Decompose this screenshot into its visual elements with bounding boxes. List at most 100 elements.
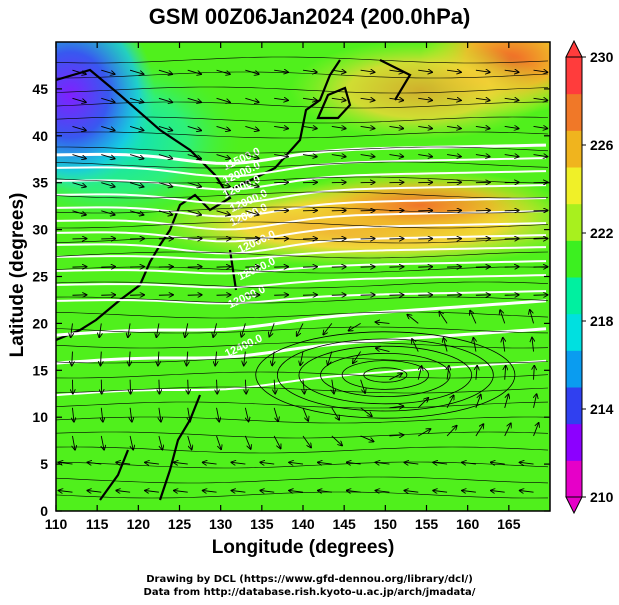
wind-arrow (216, 182, 230, 187)
streamline (56, 476, 549, 484)
wind-arrow (360, 379, 365, 393)
wind-arrow (129, 69, 143, 74)
wind-arrow (72, 154, 85, 159)
wind-arrow (447, 126, 461, 128)
streamline (56, 161, 549, 169)
wind-arrow (158, 351, 159, 366)
wind-arrow (302, 70, 317, 72)
x-tick-label: 110 (45, 516, 68, 532)
gyre-streamline (341, 360, 429, 390)
wind-arrow (101, 69, 114, 74)
wind-arrow (389, 126, 403, 128)
wind-arrow (505, 366, 506, 380)
wind-arrow (274, 379, 275, 394)
wind-arrow (439, 312, 448, 324)
wind-arrow (533, 70, 548, 72)
wind-arrow (331, 98, 346, 100)
x-tick-label: 150 (374, 516, 398, 532)
colorbar-segment (566, 350, 582, 388)
y-tick-label: 5 (40, 456, 48, 472)
wind-arrow (260, 462, 275, 464)
wind-arrow (412, 339, 419, 352)
colorbar-segment (566, 93, 582, 131)
wind-arrow (129, 182, 143, 187)
streamline (56, 446, 549, 454)
contour-line (56, 170, 547, 191)
streamline (56, 386, 549, 394)
y-tick-label: 0 (40, 503, 48, 519)
wind-arrow (274, 98, 288, 100)
wind-arrow (215, 351, 216, 366)
wind-arrow (404, 462, 419, 464)
contour-line (56, 290, 547, 305)
colorbar-segment (566, 167, 582, 205)
warm-north (290, 42, 550, 140)
wind-arrow (158, 97, 172, 102)
wind-arrow (446, 426, 457, 437)
colorbar-segment (566, 130, 582, 168)
wind-arrow (462, 491, 476, 493)
wind-arrow (159, 379, 160, 394)
streamline (56, 416, 549, 424)
wind-arrow (360, 70, 375, 72)
streamline (56, 431, 549, 439)
wind-arrow (216, 97, 230, 102)
wind-arrow (447, 70, 461, 72)
wind-arrow (244, 435, 250, 449)
wind-arrow (504, 70, 519, 72)
streamline (56, 326, 549, 334)
contour-line (56, 157, 547, 178)
streamline (56, 236, 549, 244)
wind-arrow (302, 155, 317, 157)
wind-arrow (245, 379, 246, 394)
wind-arrow (158, 154, 172, 159)
x-tick-label: 115 (86, 516, 109, 532)
wind-arrow (331, 407, 339, 420)
wind-arrow (407, 315, 419, 324)
wind-arrow (274, 155, 288, 157)
wind-arrow (129, 97, 143, 102)
wind-arrow (475, 424, 484, 437)
y-tick-label: 35 (32, 175, 48, 191)
wind-arrow (376, 491, 390, 493)
wind-arrow (476, 366, 477, 380)
contour-line (56, 222, 547, 243)
wind-arrow (389, 373, 402, 381)
wind-arrow (185, 323, 188, 337)
streamline (56, 101, 549, 109)
wind-arrow (188, 379, 189, 394)
contour-line (56, 299, 547, 337)
wind-arrow (520, 491, 534, 493)
wind-arrow (520, 462, 534, 464)
wind-arrow (475, 155, 490, 157)
y-tick-label: 15 (32, 362, 48, 378)
wind-arrow (187, 125, 201, 130)
credit-dcl: Drawing by DCL (https://www.gfd-dennou.o… (146, 574, 473, 585)
wind-arrow (389, 435, 403, 436)
y-tick-label: 40 (32, 128, 48, 144)
wind-arrow (101, 125, 114, 130)
streamline (56, 86, 549, 94)
y-tick-label: 30 (32, 222, 48, 238)
wind-arrow (159, 407, 161, 422)
y-axis: 0 5 10 15 20 25 30 35 40 45 (32, 81, 550, 519)
wind-arrow (533, 98, 548, 100)
gyre-streamline (276, 338, 494, 412)
streamline (56, 71, 549, 79)
wind-arrow (244, 351, 246, 366)
wind-arrow (303, 379, 304, 394)
wind-arrow (504, 98, 519, 100)
wind-arrow (533, 423, 539, 437)
streamline (56, 131, 549, 139)
wind-arrow (217, 407, 220, 422)
wind-arrow (289, 491, 304, 493)
colorbar-tick-label: 214 (590, 401, 614, 417)
wind-arrow (158, 182, 172, 187)
wind-arrow (216, 435, 222, 449)
wind-arrow (59, 491, 73, 493)
streamline (56, 56, 549, 64)
colorbar-segment (566, 203, 582, 241)
wind-arrow (217, 379, 218, 394)
streamline (56, 281, 549, 289)
colorbar-tick-label: 222 (590, 225, 614, 241)
